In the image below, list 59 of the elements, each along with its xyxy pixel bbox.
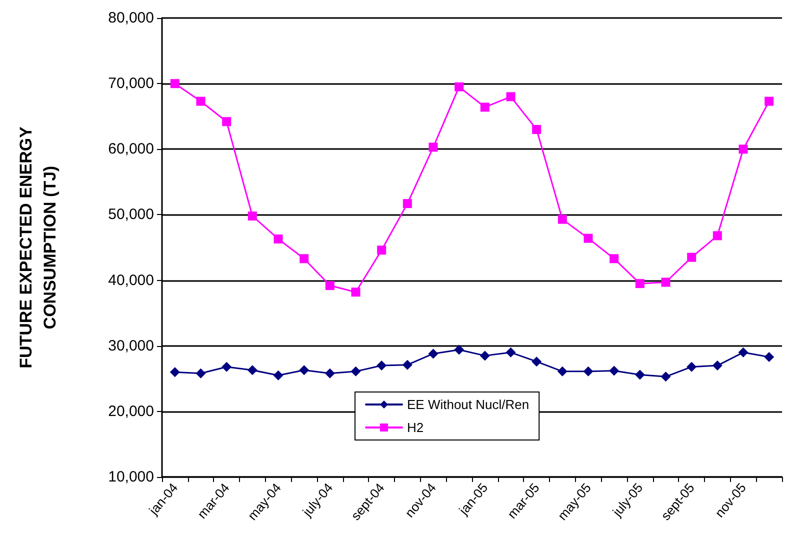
- point: [532, 124, 542, 134]
- point: [454, 344, 464, 355]
- point: [402, 360, 412, 370]
- point: [712, 360, 722, 371]
- y-tick-label: 10,000: [108, 468, 154, 486]
- y-tick-label: 60,000: [108, 140, 154, 158]
- point: [274, 234, 283, 244]
- point: [764, 352, 774, 362]
- point: [712, 231, 722, 240]
- point: [273, 370, 284, 380]
- point: [350, 366, 361, 376]
- y-axis-title: FUTURE EXPECTED ENERGY CONSUMPTION (TJ): [16, 126, 60, 368]
- point: [222, 362, 232, 372]
- point: [480, 102, 490, 112]
- point: [661, 278, 670, 287]
- point: [248, 212, 257, 221]
- point: [738, 347, 748, 358]
- point: [557, 366, 568, 376]
- point: [196, 368, 206, 378]
- point: [660, 372, 671, 382]
- point: [583, 366, 594, 376]
- point: [377, 246, 386, 255]
- point: [428, 142, 438, 152]
- y-tick-label: 20,000: [108, 402, 154, 420]
- point: [454, 82, 464, 92]
- point: [196, 96, 206, 106]
- y-tick-label: 80,000: [108, 10, 154, 26]
- point: [738, 144, 748, 154]
- point: [402, 199, 412, 208]
- point: [558, 214, 567, 224]
- point: [609, 366, 620, 376]
- point: [325, 281, 334, 290]
- point: [170, 79, 180, 88]
- point: [610, 254, 619, 264]
- point: [299, 365, 310, 376]
- point: [170, 367, 180, 378]
- point: [506, 92, 516, 102]
- point: [351, 288, 360, 297]
- point: [584, 234, 593, 243]
- legend-label: H2: [407, 420, 424, 435]
- point: [300, 254, 309, 264]
- point: [324, 368, 335, 378]
- legend-label: EE Without Nucl/Ren: [407, 397, 530, 412]
- point: [635, 279, 644, 288]
- point: [532, 356, 542, 367]
- point: [428, 348, 438, 359]
- point: [480, 350, 490, 361]
- point: [687, 252, 696, 262]
- point: [222, 117, 232, 126]
- point: [634, 370, 645, 380]
- point: [247, 365, 258, 376]
- y-tick-label: 70,000: [108, 75, 154, 92]
- point: [506, 347, 516, 358]
- point: [764, 96, 774, 106]
- y-tick-label: 40,000: [108, 272, 154, 289]
- point: [686, 362, 697, 372]
- y-tick-label: 30,000: [108, 337, 154, 354]
- y-tick-label: 50,000: [108, 206, 154, 224]
- point: [376, 360, 387, 371]
